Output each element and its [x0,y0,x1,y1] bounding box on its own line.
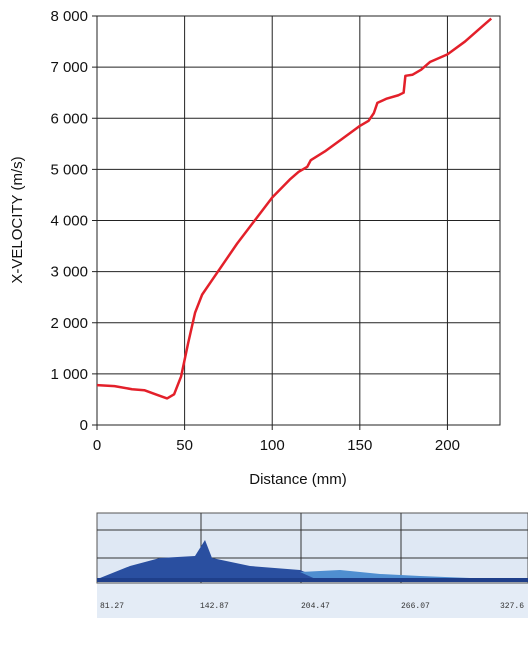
y-tick-label: 3 000 [50,264,88,281]
simulation-strip: 81.27 142.87 204.47 266.07 327.6 [96,512,528,618]
y-axis-label: X-VELOCITY (m/s) [9,156,26,283]
plot-frame [96,15,501,426]
y-tick-label: 7 000 [50,59,88,76]
strip-label: 327.6 [500,602,524,611]
y-tick-label: 6 000 [50,110,88,127]
x-tick-label: 150 [347,437,372,454]
y-tick-label: 8 000 [50,8,88,25]
y-tick-label: 0 [80,417,88,434]
strip-label: 266.07 [401,602,430,611]
x-tick-label: 0 [93,437,101,454]
y-tick-label: 5 000 [50,161,88,178]
x-tick-label: 100 [260,437,285,454]
strip-label: 204.47 [301,602,330,611]
data-line [96,17,493,400]
x-tick-label: 50 [176,437,193,454]
x-axis-label: Distance (mm) [249,471,347,488]
y-tick-label: 1 000 [50,366,88,383]
y-tick-label: 4 000 [50,213,88,230]
material-dark [100,540,320,578]
strip-label: 142.87 [200,602,229,611]
strip-base [97,578,528,582]
x-tick-label: 200 [435,437,460,454]
strip-label: 81.27 [100,602,124,611]
y-tick-label: 2 000 [50,315,88,332]
